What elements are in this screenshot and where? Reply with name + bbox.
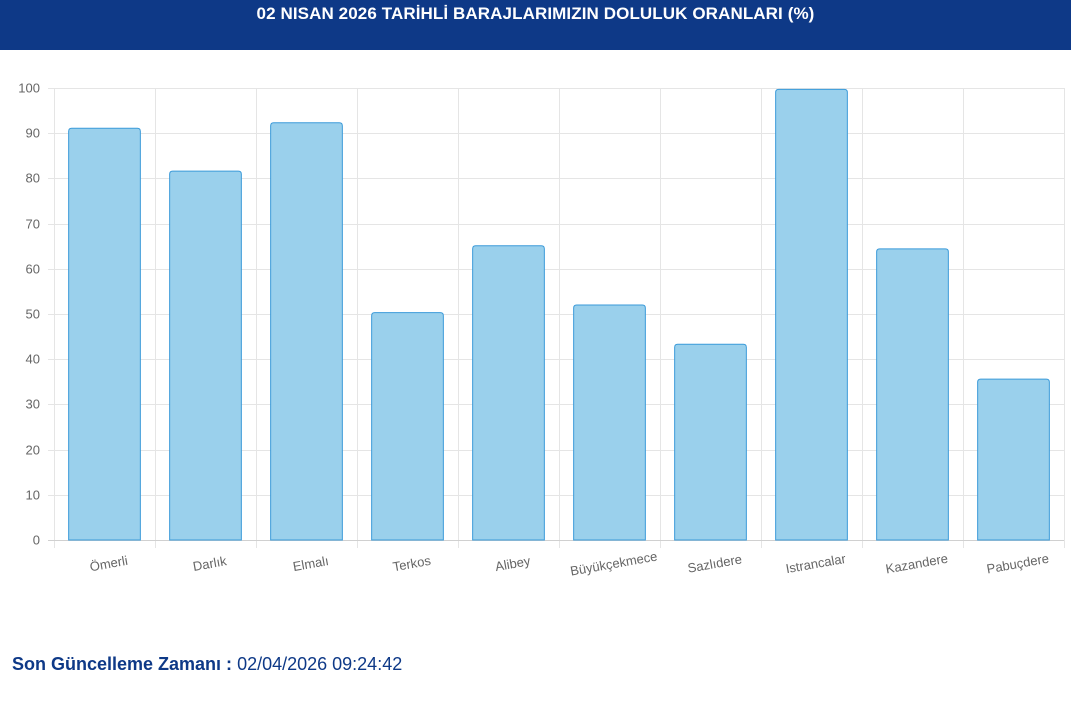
page-header: 02 NISAN 2026 TARİHLİ BARAJLARIMIZIN DOL… bbox=[0, 0, 1071, 50]
x-tick-label: Ömerli bbox=[89, 553, 129, 574]
bar-elmalı[interactable] bbox=[270, 122, 343, 541]
x-tick-label: Terkos bbox=[392, 553, 433, 575]
y-tick-label: 40 bbox=[26, 352, 40, 367]
bar-büyükçekmece[interactable] bbox=[573, 304, 646, 541]
last-updated: Son Güncelleme Zamanı : 02/04/2026 09:24… bbox=[12, 654, 402, 675]
y-tick-label: 80 bbox=[26, 171, 40, 186]
bar-ömerli[interactable] bbox=[68, 127, 141, 541]
x-tick-label: Darlık bbox=[192, 553, 229, 574]
bar-istrancalar[interactable] bbox=[775, 88, 848, 541]
bar-chart: 0 10 20 30 40 50 60 70 80 90 100 Ömerli Darlık Elmal… bbox=[18, 81, 1065, 579]
x-tick-label: Sazlıdere bbox=[686, 551, 743, 575]
y-tick-label: 30 bbox=[26, 397, 40, 412]
y-tick-label: 100 bbox=[18, 81, 40, 96]
x-tick-label: Elmalı bbox=[292, 553, 330, 574]
y-tick-label: 90 bbox=[26, 126, 40, 141]
bar-darlık[interactable] bbox=[169, 170, 242, 541]
bar-alibey[interactable] bbox=[472, 245, 545, 541]
y-tick-label: 20 bbox=[26, 443, 40, 458]
bar-sazlıdere[interactable] bbox=[674, 343, 747, 541]
last-updated-value: 02/04/2026 09:24:42 bbox=[237, 654, 403, 674]
bar-terkos[interactable] bbox=[371, 312, 444, 541]
x-tick-label: Pabuçdere bbox=[985, 551, 1050, 577]
y-tick-label: 70 bbox=[26, 217, 40, 232]
page-title: 02 NISAN 2026 TARİHLİ BARAJLARIMIZIN DOL… bbox=[256, 4, 815, 23]
x-tick-label: Istrancalar bbox=[785, 551, 848, 576]
x-axis-labels: Ömerli Darlık Elmalı Terkos Alibey Büyükçekme… bbox=[89, 549, 1050, 579]
y-tick-label: 0 bbox=[33, 533, 40, 548]
x-tick-label: Büyükçekmece bbox=[569, 549, 658, 579]
y-axis-ticks: 0 10 20 30 40 50 60 70 80 90 100 bbox=[18, 81, 40, 548]
y-tick-label: 10 bbox=[26, 488, 40, 503]
last-updated-label: Son Güncelleme Zamanı : bbox=[12, 654, 238, 674]
x-tick-label: Alibey bbox=[494, 553, 532, 574]
chart-bars bbox=[68, 88, 1050, 541]
bar-kazandere[interactable] bbox=[876, 248, 949, 541]
y-tick-label: 50 bbox=[26, 307, 40, 322]
bar-pabuçdere[interactable] bbox=[977, 378, 1050, 541]
y-tick-label: 60 bbox=[26, 262, 40, 277]
x-tick-label: Kazandere bbox=[884, 551, 949, 577]
